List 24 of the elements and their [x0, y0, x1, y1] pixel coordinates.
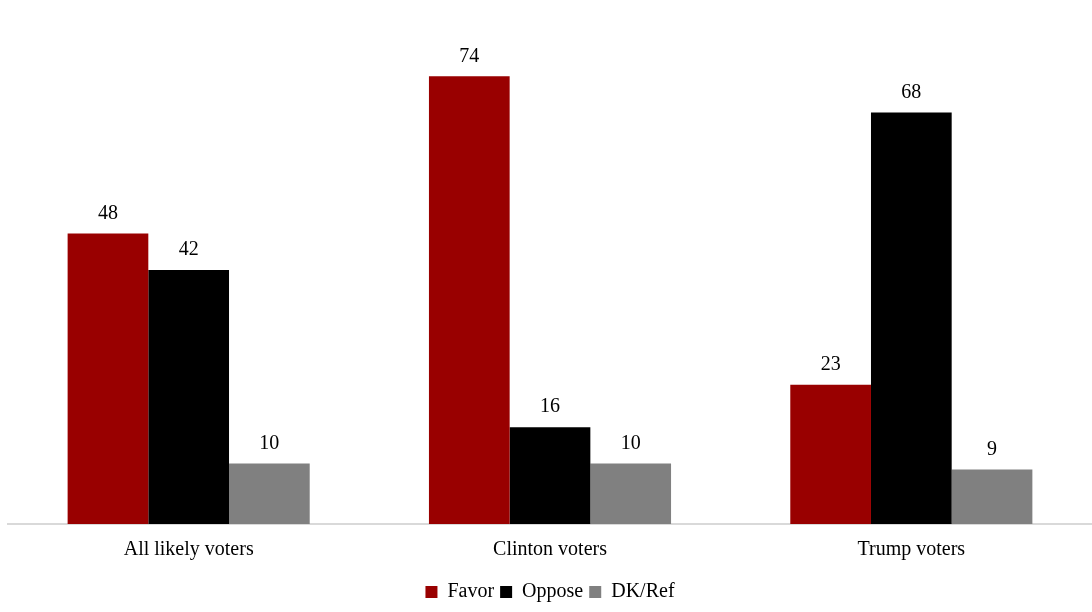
bar [67, 233, 149, 524]
bar [870, 112, 952, 524]
x-tick-label: All likely voters [123, 537, 254, 561]
bar [148, 269, 230, 524]
data-label: 16 [540, 394, 560, 417]
legend-label: DK/Ref [611, 579, 675, 602]
data-label: 23 [820, 352, 841, 375]
data-label: 42 [178, 237, 199, 260]
data-label: 74 [459, 43, 480, 66]
data-label: 10 [620, 430, 641, 453]
data-label: 68 [901, 79, 922, 102]
data-label: 10 [259, 430, 280, 453]
legend-label: Oppose [522, 579, 584, 603]
bar [951, 469, 1033, 524]
legend-label: Favor [447, 579, 495, 602]
bar [428, 76, 510, 524]
bar [509, 427, 591, 524]
x-tick-label: Trump voters [857, 537, 966, 561]
x-tick-label: Clinton voters [493, 537, 608, 560]
bar [590, 463, 672, 524]
data-label: 9 [987, 436, 998, 459]
bar [790, 384, 871, 524]
bar [229, 463, 310, 524]
data-label: 48 [97, 200, 118, 223]
